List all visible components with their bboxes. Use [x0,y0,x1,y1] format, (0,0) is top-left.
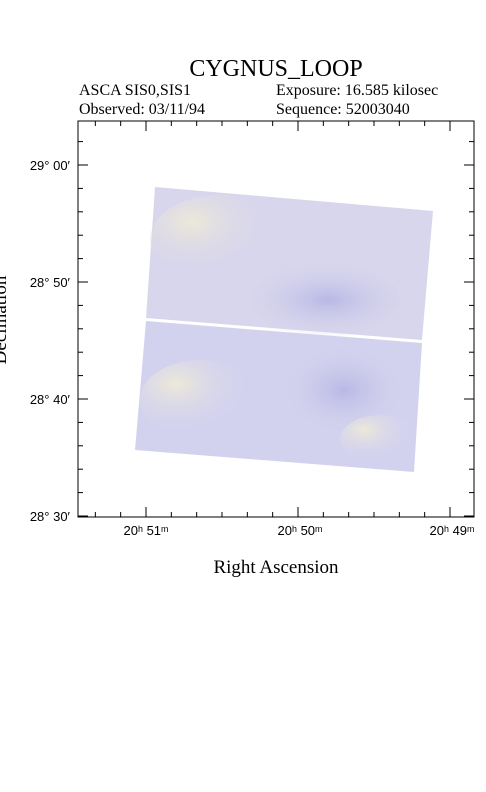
ticks [78,121,474,517]
y-axis-label: Declination [0,275,11,364]
image-texture [220,260,400,340]
y-tick-label: 28° 30′ [30,509,71,524]
title: CYGNUS_LOOP [189,56,362,82]
observed: Observed: 03/11/94 [79,101,205,118]
y-tick-label: 28° 50′ [30,275,71,290]
x-axis-label: Right Ascension [213,557,339,578]
image-texture [140,360,260,440]
instrument: ASCA SIS0,SIS1 [79,82,191,99]
y-tick-label: 28° 40′ [30,392,71,407]
exposure: Exposure: 16.585 kilosec [276,82,438,99]
image-texture [340,415,420,465]
image-texture [150,195,290,285]
xray-image [135,187,433,472]
x-tick-label: 20ʰ 50ᵐ [278,523,323,538]
image-texture [260,340,400,440]
plot-frame [77,120,475,518]
x-tick-label: 20ʰ 49ᵐ [430,523,475,538]
y-tick-label: 29° 00′ [30,158,71,173]
sequence: Sequence: 52003040 [276,101,410,118]
x-tick-label: 20ʰ 51ᵐ [124,523,169,538]
